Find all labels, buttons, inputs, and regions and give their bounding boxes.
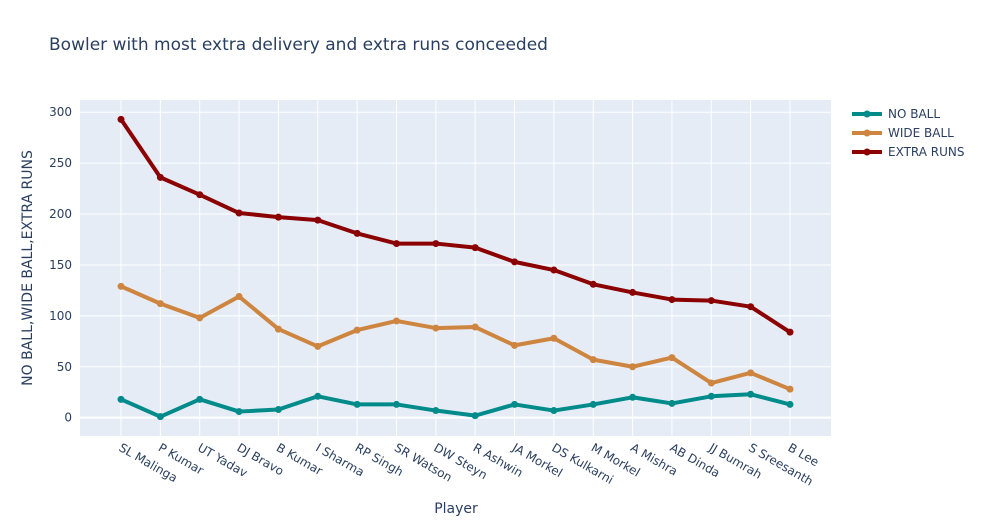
data-point[interactable]: [235, 209, 243, 217]
chart-title: Bowler with most extra delivery and extr…: [49, 35, 548, 55]
data-point[interactable]: [432, 407, 440, 415]
legend-swatch-marker: [863, 148, 871, 156]
data-point[interactable]: [629, 288, 637, 296]
data-point[interactable]: [156, 413, 164, 421]
y-tick-label: 300: [49, 105, 72, 119]
data-point[interactable]: [432, 240, 440, 248]
y-tick-label: 200: [49, 207, 72, 221]
data-point[interactable]: [196, 191, 204, 199]
data-point[interactable]: [747, 390, 755, 398]
data-point[interactable]: [668, 354, 676, 362]
data-point[interactable]: [156, 173, 164, 181]
y-tick-label: 50: [57, 360, 72, 374]
data-point[interactable]: [314, 216, 322, 224]
data-point[interactable]: [550, 266, 558, 274]
data-point[interactable]: [471, 323, 479, 331]
data-point[interactable]: [550, 334, 558, 342]
data-point[interactable]: [786, 385, 794, 393]
data-point[interactable]: [747, 369, 755, 377]
y-tick-labels: 0 50 100 150 200 250 300: [49, 105, 72, 424]
data-point[interactable]: [392, 240, 400, 248]
x-axis-title: Player: [434, 501, 478, 517]
data-point[interactable]: [707, 379, 715, 387]
data-point[interactable]: [117, 395, 125, 403]
data-point[interactable]: [589, 400, 597, 408]
legend-swatch-marker: [863, 110, 871, 118]
data-point[interactable]: [196, 395, 204, 403]
data-point[interactable]: [550, 407, 558, 415]
y-tick-label: 250: [49, 156, 72, 170]
data-point[interactable]: [668, 296, 676, 304]
y-tick-label: 100: [49, 309, 72, 323]
data-point[interactable]: [471, 244, 479, 252]
legend-label[interactable]: WIDE BALL: [888, 126, 954, 140]
data-point[interactable]: [274, 406, 282, 414]
data-point[interactable]: [471, 412, 479, 420]
data-point[interactable]: [314, 342, 322, 350]
data-point[interactable]: [511, 341, 519, 349]
series-line[interactable]: [120, 392, 791, 419]
data-point[interactable]: [511, 258, 519, 266]
data-point[interactable]: [392, 400, 400, 408]
data-point[interactable]: [156, 300, 164, 308]
data-point[interactable]: [589, 280, 597, 288]
data-point[interactable]: [274, 325, 282, 333]
data-point[interactable]: [511, 400, 519, 408]
legend-label[interactable]: NO BALL: [888, 107, 940, 121]
data-point[interactable]: [747, 303, 755, 311]
plot-background: [80, 100, 831, 436]
legend[interactable]: NO BALL WIDE BALL EXTRA RUNS: [852, 107, 965, 159]
data-point[interactable]: [707, 297, 715, 305]
legend-swatch-marker: [863, 129, 871, 137]
y-tick-label: 0: [64, 411, 72, 425]
data-point[interactable]: [668, 399, 676, 407]
y-axis-title: NO BALL,WIDE BALL,EXTRA RUNS: [20, 150, 36, 386]
data-point[interactable]: [786, 328, 794, 336]
data-point[interactable]: [274, 213, 282, 221]
data-point[interactable]: [432, 324, 440, 332]
data-point[interactable]: [786, 400, 794, 408]
data-point[interactable]: [707, 392, 715, 400]
data-point[interactable]: [353, 326, 361, 334]
data-point[interactable]: [353, 229, 361, 237]
data-point[interactable]: [235, 408, 243, 416]
legend-label[interactable]: EXTRA RUNS: [888, 145, 965, 159]
data-point[interactable]: [117, 115, 125, 123]
data-point[interactable]: [196, 314, 204, 322]
data-point[interactable]: [629, 393, 637, 401]
data-point[interactable]: [629, 363, 637, 371]
y-tick-label: 150: [49, 258, 72, 272]
data-point[interactable]: [589, 356, 597, 364]
series-line[interactable]: [119, 118, 792, 334]
series-lines: [117, 115, 794, 421]
data-point[interactable]: [392, 317, 400, 325]
series-line[interactable]: [120, 284, 791, 392]
data-point[interactable]: [353, 400, 361, 408]
data-point[interactable]: [235, 293, 243, 301]
data-point[interactable]: [117, 282, 125, 290]
data-point[interactable]: [314, 392, 322, 400]
